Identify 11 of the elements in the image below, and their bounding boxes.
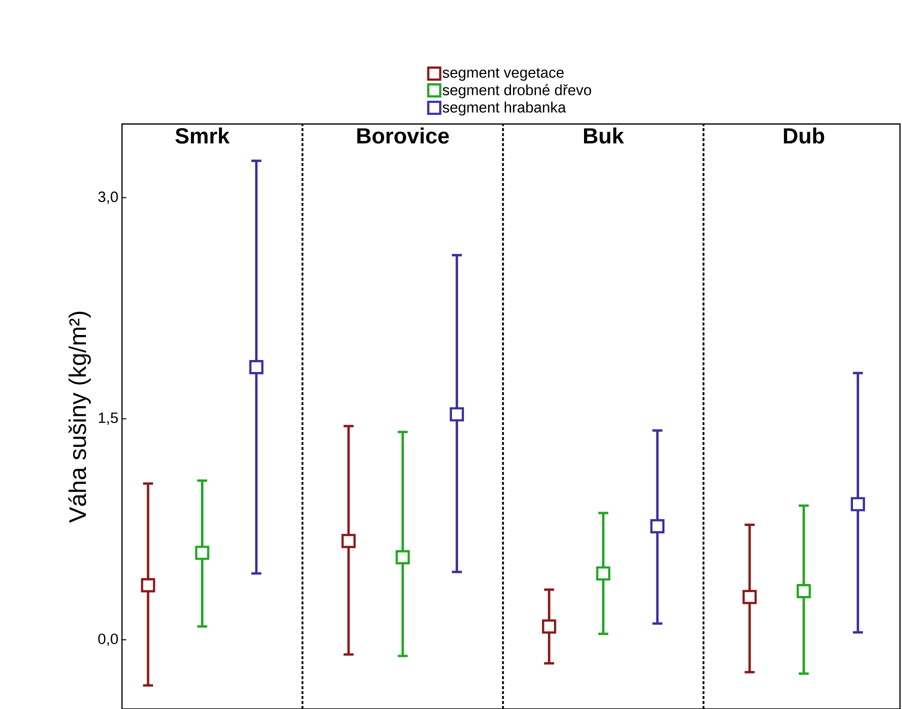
legend-label: segment hrabanka: [442, 102, 566, 116]
x-tick-label: Buk: [584, 128, 624, 144]
x-tick-label: Dub: [784, 128, 824, 144]
y-tick-label: 0,0: [98, 634, 118, 646]
y-axis-title: Váha sušiny (kg/m²): [68, 312, 91, 523]
y-tick-label: 3,0: [98, 191, 118, 204]
legend-label: segment drobné dřevo: [442, 84, 592, 98]
x-tick-label: Smrk: [175, 128, 230, 144]
x-tick-label: Borovice: [357, 128, 449, 144]
y-tick-label: 1,5: [98, 412, 118, 425]
legend-label: segment vegetace: [442, 68, 564, 81]
